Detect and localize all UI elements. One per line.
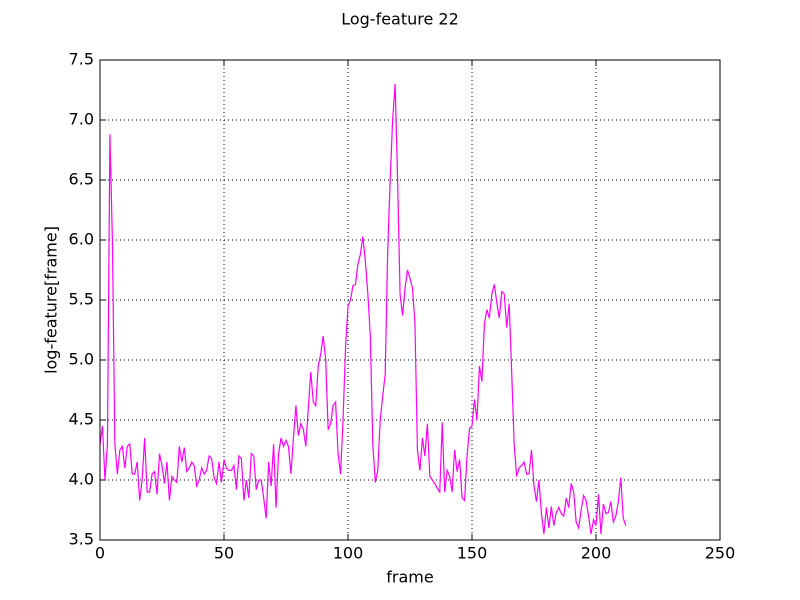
y-axis-label: log-feature[frame] [42, 226, 61, 374]
y-tick-label: 4.0 [69, 470, 94, 489]
x-tick-label: 50 [214, 544, 234, 563]
y-tick-label: 5.0 [69, 350, 94, 369]
data-line [99, 83, 627, 535]
x-tick-label: 100 [333, 544, 364, 563]
y-tick-label: 6.0 [69, 230, 94, 249]
x-tick-label: 250 [705, 544, 736, 563]
y-tick-label: 6.5 [69, 170, 94, 189]
x-tick-label: 0 [95, 544, 105, 563]
y-tick-label: 7.0 [69, 110, 94, 129]
plot-frame [99, 59, 721, 541]
x-tick-label: 200 [581, 544, 612, 563]
y-tick-label: 7.5 [69, 50, 94, 69]
y-tick-label: 3.5 [69, 530, 94, 549]
y-tick-label: 4.5 [69, 410, 94, 429]
x-tick-label: 150 [457, 544, 488, 563]
x-axis-label: frame [386, 568, 433, 587]
chart-title: Log-feature 22 [341, 10, 459, 29]
y-tick-label: 5.5 [69, 290, 94, 309]
